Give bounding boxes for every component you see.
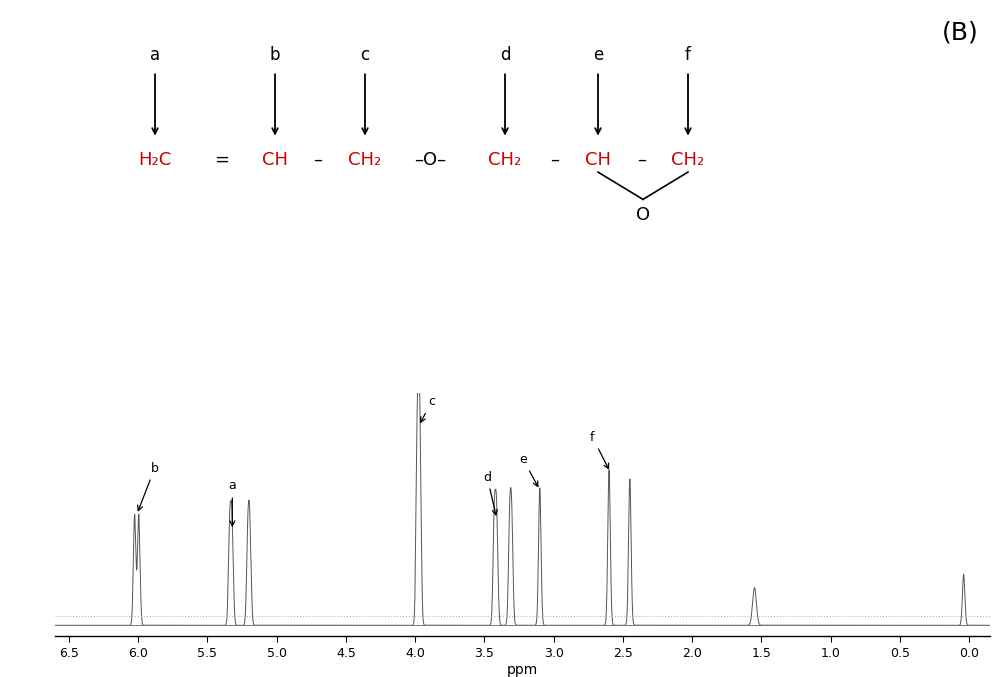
Text: d: d	[500, 46, 510, 64]
Text: CH₂: CH₂	[488, 150, 522, 169]
Text: e: e	[519, 453, 538, 487]
Text: =: =	[215, 150, 230, 169]
Text: b: b	[270, 46, 280, 64]
Text: CH: CH	[585, 150, 611, 169]
Text: b: b	[138, 462, 159, 510]
Text: (B): (B)	[942, 21, 978, 45]
Text: CH₂: CH₂	[348, 150, 382, 169]
Text: –: –	[638, 150, 646, 169]
Text: a: a	[228, 479, 236, 526]
Text: f: f	[685, 46, 691, 64]
Text: e: e	[593, 46, 603, 64]
Text: H₂C: H₂C	[138, 150, 172, 169]
Text: CH₂: CH₂	[671, 150, 705, 169]
Text: d: d	[483, 471, 497, 515]
Text: O: O	[636, 206, 650, 223]
Text: –: –	[314, 150, 322, 169]
Text: a: a	[150, 46, 160, 64]
Text: CH: CH	[262, 150, 288, 169]
Text: –: –	[550, 150, 560, 169]
X-axis label: ppm: ppm	[507, 663, 538, 676]
Text: f: f	[590, 431, 609, 468]
Text: c: c	[421, 395, 435, 422]
Text: –O–: –O–	[414, 150, 446, 169]
Text: c: c	[360, 46, 370, 64]
